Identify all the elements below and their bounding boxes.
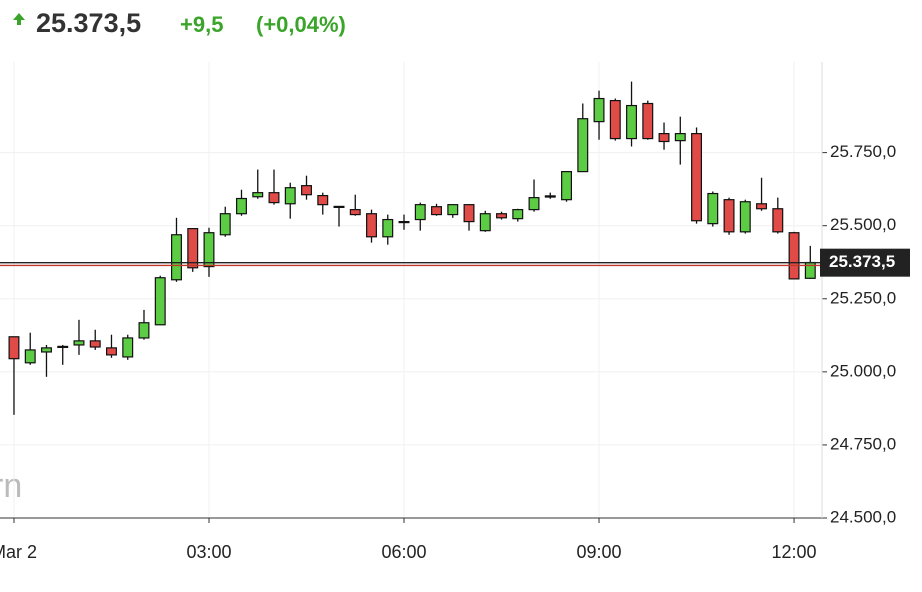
- candle-body: [8, 336, 20, 360]
- candle-body: [284, 187, 296, 205]
- candle-body: [593, 97, 605, 123]
- candle-body: [642, 102, 654, 140]
- candle-body: [431, 206, 442, 216]
- x-tick-label: 12:00: [772, 542, 817, 562]
- candle-body: [252, 192, 264, 198]
- candle-body: [317, 194, 329, 206]
- candle-body: [512, 209, 524, 220]
- last-price-label: 25.373,5: [829, 252, 895, 271]
- candle-body: [203, 232, 215, 268]
- candle-body: [739, 201, 751, 233]
- candle-body: [723, 199, 735, 233]
- candle-body: [138, 322, 150, 339]
- candle-body: [122, 337, 134, 358]
- candle-body: [382, 218, 394, 238]
- y-tick-label: 24.750,0: [830, 434, 896, 453]
- change: +9,5: [180, 12, 223, 37]
- x-tick-label: Mar 2: [0, 542, 37, 562]
- x-tick-label: 09:00: [577, 542, 622, 562]
- y-tick-label: 25.500,0: [830, 215, 896, 234]
- candle-body: [106, 347, 117, 356]
- y-tick-label: 25.750,0: [830, 142, 896, 161]
- candle-body: [463, 204, 475, 223]
- candle-body: [268, 192, 280, 204]
- y-tick-label: 24.500,0: [830, 507, 896, 526]
- candle-body: [788, 232, 800, 280]
- candle-body: [219, 213, 231, 236]
- candle-body: [24, 349, 36, 364]
- price: 25.373,5: [36, 8, 141, 38]
- up-arrow-icon: [13, 13, 25, 25]
- watermark: rn: [0, 467, 22, 505]
- candle-body: [187, 228, 199, 269]
- candle-body: [57, 345, 69, 349]
- candle-body: [349, 209, 361, 216]
- candle-body: [414, 204, 426, 221]
- candle-body: [707, 192, 719, 225]
- candle-body: [398, 221, 410, 224]
- candle-body: [301, 185, 312, 196]
- candle-body: [528, 197, 540, 211]
- x-tick-label: 03:00: [186, 542, 231, 562]
- candle-body: [366, 213, 377, 238]
- candle-body: [171, 234, 182, 281]
- candle-body: [236, 197, 247, 215]
- candle-body: [333, 205, 345, 208]
- candle-body: [561, 171, 573, 201]
- y-tick-label: 25.250,0: [830, 288, 896, 307]
- candle-body: [691, 133, 703, 222]
- candle-body: [73, 340, 85, 346]
- candle-body: [609, 99, 621, 140]
- x-tick-label: 06:00: [381, 542, 426, 562]
- candle-body: [479, 213, 491, 232]
- candle-body: [577, 118, 589, 173]
- last-price-box: [820, 248, 910, 277]
- candle-body: [447, 204, 459, 216]
- candle-body: [626, 104, 638, 140]
- candle-body: [674, 133, 686, 142]
- candle-body: [154, 277, 166, 326]
- y-tick-label: 25.000,0: [830, 361, 896, 380]
- candle-body: [658, 133, 670, 143]
- candle-body: [756, 203, 768, 210]
- candle-body: [41, 347, 52, 353]
- candle-body: [496, 213, 507, 219]
- candle-body: [89, 340, 101, 348]
- change-percent: (+0,04%): [256, 12, 346, 37]
- candle-body: [544, 195, 556, 198]
- candle-body: [772, 208, 784, 233]
